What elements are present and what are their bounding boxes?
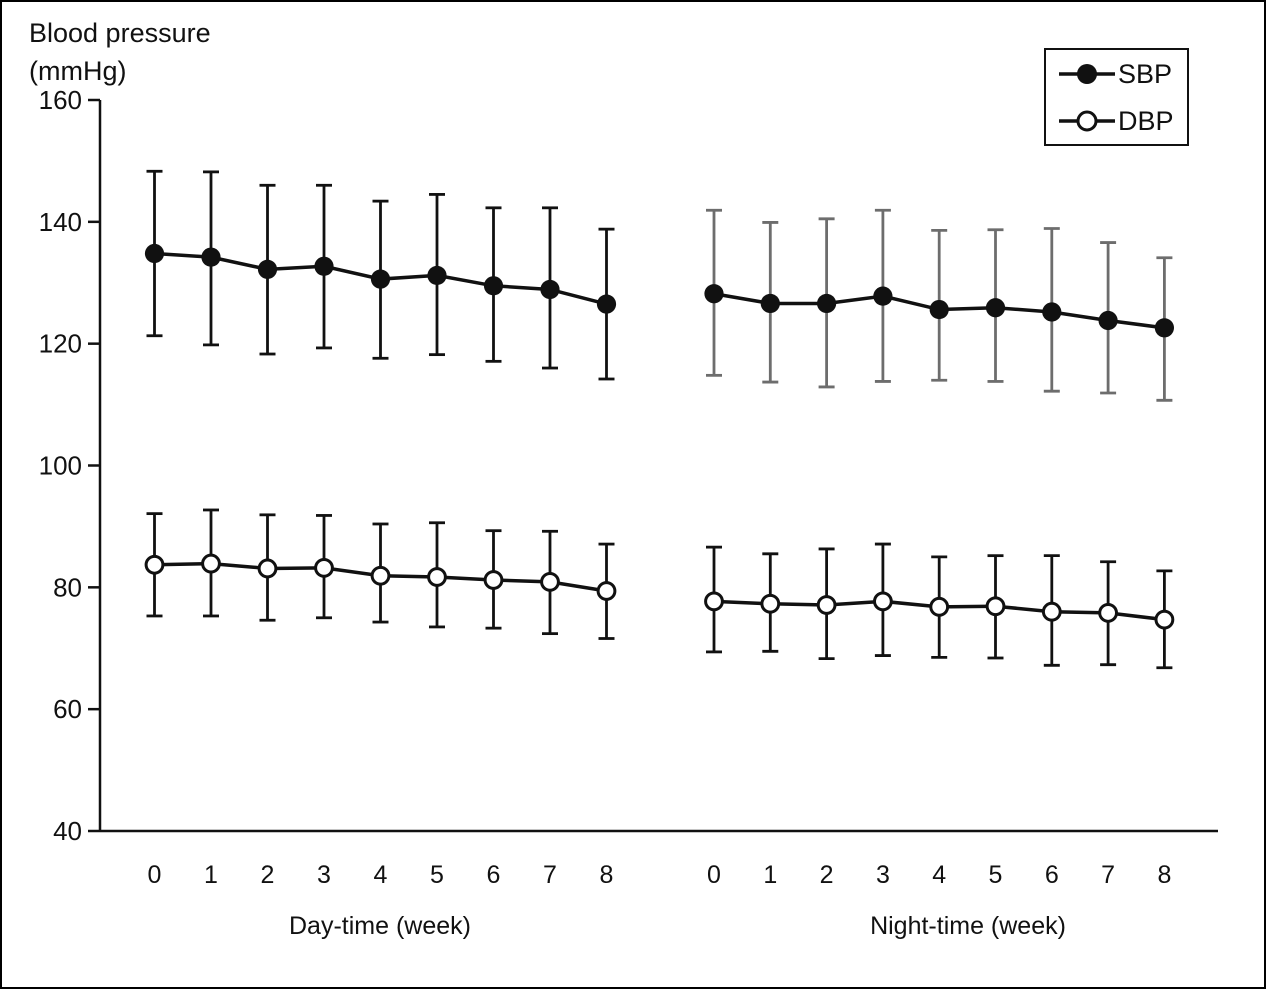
y-axis-title: Blood pressure (mmHg) [29, 14, 211, 90]
legend-marker-open-circle [1076, 110, 1098, 132]
week-tick-label: 4 [374, 861, 388, 889]
week-tick-label: 1 [763, 861, 777, 889]
y-tick-label: 160 [39, 85, 82, 115]
data-point-dbp [144, 554, 165, 575]
y-axis-title-line1: Blood pressure [29, 18, 211, 48]
week-tick-label: 7 [1101, 861, 1115, 889]
week-tick-label: 6 [487, 861, 501, 889]
data-point-dbp [1041, 601, 1062, 622]
y-tick-label: 100 [39, 451, 82, 481]
data-point-dbp [985, 596, 1006, 617]
week-tick-label: 0 [707, 861, 721, 889]
week-tick-label: 5 [989, 861, 1003, 889]
data-point-sbp [540, 279, 560, 300]
data-point-sbp [985, 298, 1006, 318]
data-point-dbp [314, 557, 334, 578]
legend-label: DBP [1118, 106, 1174, 136]
data-point-dbp [596, 581, 617, 601]
data-point-dbp [540, 571, 560, 592]
legend-box [1044, 48, 1189, 146]
legend-label: SBP [1118, 59, 1172, 89]
group-axis-label: Night-time (week) [870, 912, 1066, 940]
week-tick-label: 5 [430, 861, 444, 889]
y-tick-label: 40 [53, 816, 82, 846]
data-point-dbp [370, 565, 391, 586]
data-point-sbp [1154, 318, 1174, 338]
legend-marker-filled-circle [1077, 64, 1097, 84]
week-tick-label: 2 [261, 861, 275, 889]
data-point-sbp [201, 247, 221, 267]
data-point-sbp [704, 284, 724, 304]
group-axis-label: Day-time (week) [289, 912, 471, 940]
data-point-sbp [314, 256, 334, 276]
data-point-dbp [427, 567, 447, 587]
data-point-sbp [483, 276, 504, 296]
y-tick-label: 60 [53, 694, 82, 724]
data-point-sbp [929, 299, 949, 320]
data-point-dbp [257, 558, 278, 579]
week-tick-label: 8 [1157, 861, 1171, 889]
data-point-sbp [144, 243, 165, 264]
y-tick-label: 140 [39, 207, 82, 237]
data-point-sbp [873, 286, 893, 306]
data-point-dbp [929, 596, 950, 617]
data-point-dbp [873, 591, 893, 612]
data-point-sbp [257, 259, 278, 279]
week-tick-label: 4 [932, 861, 946, 889]
week-tick-label: 2 [820, 861, 834, 889]
data-point-dbp [816, 595, 837, 615]
data-point-dbp [201, 553, 221, 574]
data-point-dbp [760, 593, 781, 614]
week-tick-label: 6 [1045, 861, 1059, 889]
y-tick-label: 80 [53, 572, 82, 602]
y-tick-label: 120 [39, 329, 82, 359]
data-point-sbp [1042, 302, 1062, 322]
week-tick-label: 3 [876, 861, 890, 889]
week-tick-label: 0 [148, 861, 162, 889]
y-axis-title-line2: (mmHg) [29, 56, 127, 86]
data-point-sbp [760, 293, 780, 314]
data-point-sbp [1098, 310, 1118, 331]
week-tick-label: 1 [204, 861, 218, 889]
data-point-dbp [483, 570, 504, 590]
week-tick-label: 8 [600, 861, 614, 889]
week-tick-label: 3 [317, 861, 331, 889]
data-point-sbp [370, 269, 391, 289]
week-tick-label: 7 [543, 861, 557, 889]
data-point-sbp [817, 293, 837, 314]
data-point-dbp [704, 591, 724, 612]
data-point-dbp [1154, 609, 1175, 630]
data-point-dbp [1098, 603, 1118, 623]
data-point-sbp [596, 294, 617, 314]
data-point-sbp [427, 265, 447, 286]
